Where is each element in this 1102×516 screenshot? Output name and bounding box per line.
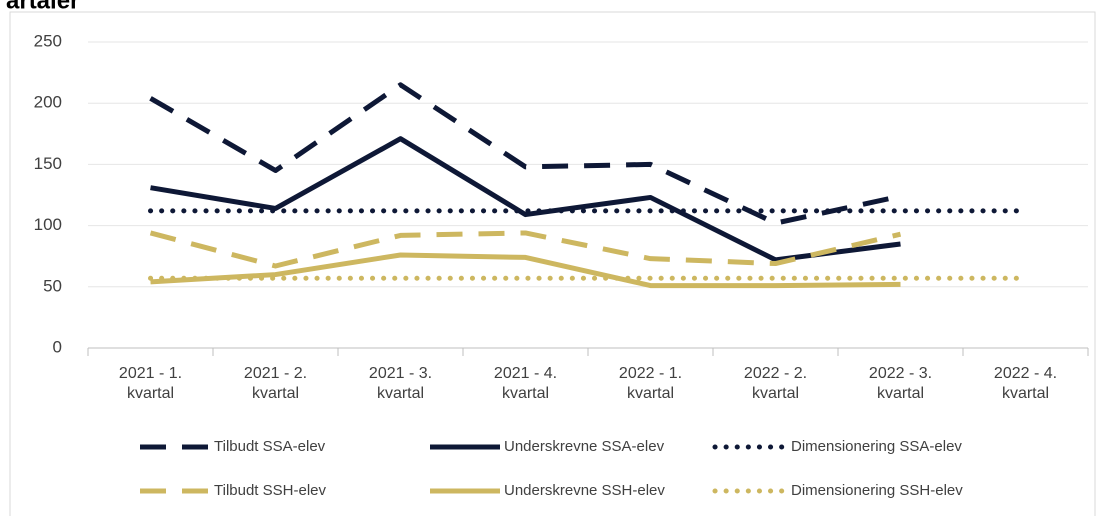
x-tick-label: 2021 - 2. kvartal — [243, 365, 308, 402]
x-tick-label: 2021 - 4. kvartal — [493, 365, 558, 402]
legend-label: Dimensionering SSA-elev — [791, 438, 962, 455]
legend-label: Underskrevne SSH-elev — [504, 482, 665, 499]
series-line — [149, 230, 902, 269]
y-tick-label: 250 — [34, 31, 62, 50]
chart-title: artaler — [6, 0, 79, 14]
x-tick-label: 2021 - 1. kvartal — [118, 365, 183, 402]
y-tick-label: 0 — [53, 337, 62, 356]
y-tick-label: 200 — [34, 93, 62, 112]
y-tick-label: 50 — [43, 276, 62, 295]
series-line — [149, 82, 902, 226]
legend-label: Tilbudt SSH-elev — [214, 482, 326, 499]
x-tick-label: 2021 - 3. kvartal — [368, 365, 433, 402]
x-tick-label: 2022 - 2. kvartal — [743, 365, 808, 402]
legend-label: Underskrevne SSA-elev — [504, 438, 665, 455]
legend-label: Tilbudt SSA-elev — [214, 438, 326, 455]
series-line — [150, 252, 901, 289]
legend-label: Dimensionering SSH-elev — [791, 482, 963, 499]
series-line — [150, 136, 901, 263]
y-tick-label: 100 — [34, 215, 62, 234]
x-tick-label: 2022 - 3. kvartal — [868, 365, 933, 402]
x-tick-label: 2022 - 1. kvartal — [618, 365, 683, 402]
chart-border — [9, 11, 1096, 516]
y-tick-label: 150 — [34, 154, 62, 173]
x-tick-label: 2022 - 4. kvartal — [993, 365, 1058, 402]
